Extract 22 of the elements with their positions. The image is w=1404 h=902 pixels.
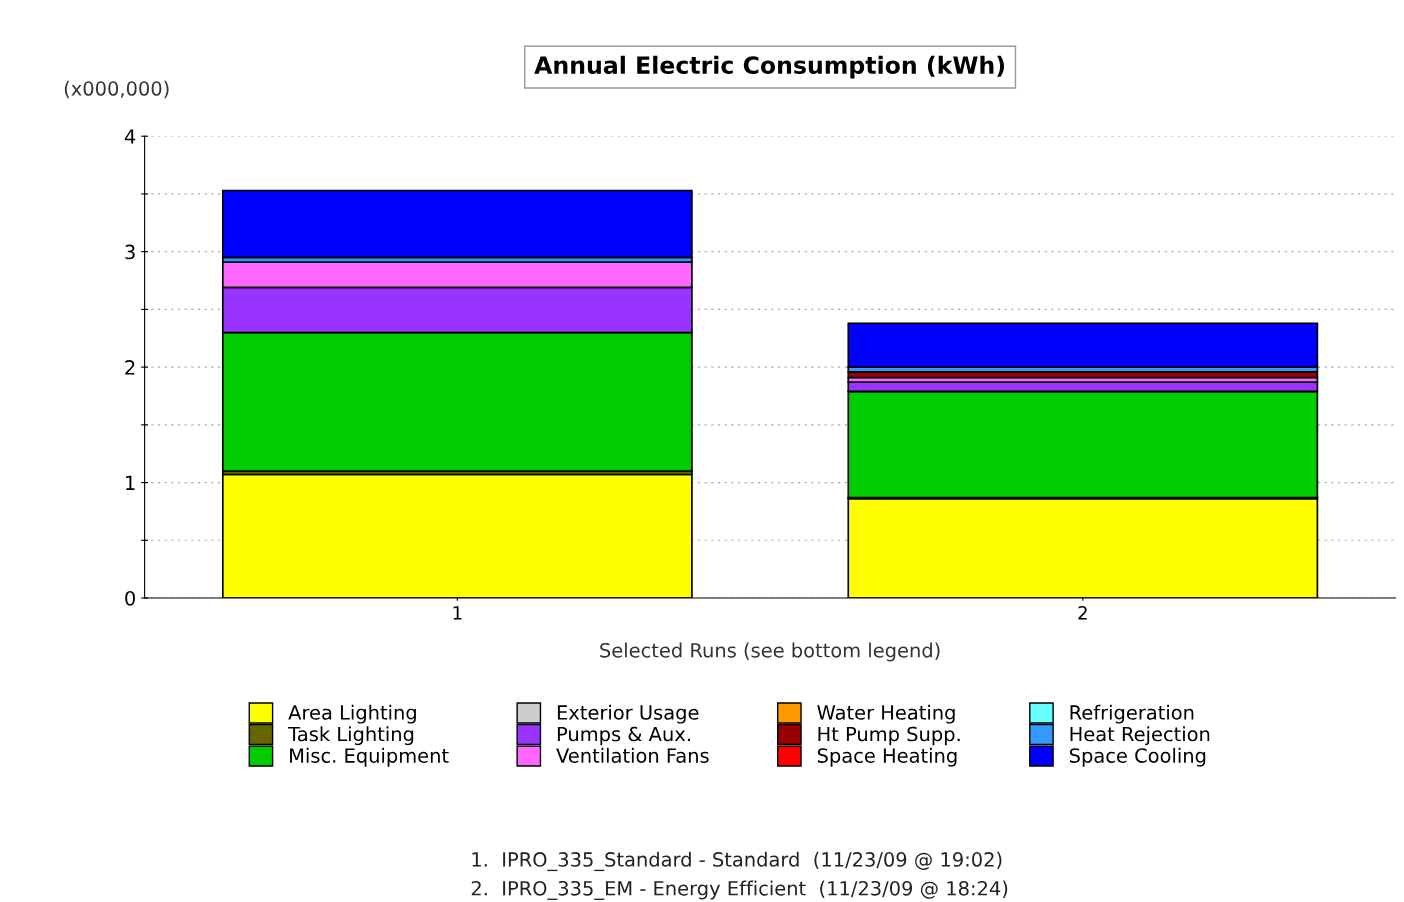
legend-label: Area Lighting — [288, 704, 416, 724]
legend-label: Task Lighting — [288, 726, 414, 746]
legend-label: Misc. Equipment — [290, 747, 449, 767]
chart-title: Annual Electric Consumption (kWh) — [534, 55, 1005, 79]
legend-label: Pumps & Aux. — [557, 726, 690, 746]
text: 2. IPRO_335_EM - Energy Efficient (11/23/09 @ 18:24) — [471, 880, 1008, 900]
x-axis-title: Selected Runs (see bottom legend) — [600, 642, 940, 662]
y-tick-label: 1 — [126, 475, 135, 490]
legend-label: Ventilation Fans — [556, 747, 709, 763]
legend-label: Water Heating — [817, 704, 955, 724]
legend-label: Refrigeration — [1070, 704, 1194, 724]
legend-label: Heat Rejection — [1070, 726, 1210, 746]
y-tick-label: 0 — [125, 590, 135, 606]
y-tick-label: 3 — [125, 244, 135, 260]
legend-label: Space Heating — [817, 747, 957, 767]
legend-label: Ht Pump Supp. — [818, 726, 960, 746]
text: 1. IPRO_335_Standard - Standard (11/23/09 @ 19:02) — [472, 851, 1002, 872]
legend-label: Exterior Usage — [557, 704, 699, 724]
y-tick-label: 4 — [124, 129, 136, 144]
y-tick-label: 2 — [125, 360, 135, 375]
y-axis-title: (x000,000) — [64, 80, 169, 99]
legend-label: Space Cooling — [1069, 747, 1206, 767]
